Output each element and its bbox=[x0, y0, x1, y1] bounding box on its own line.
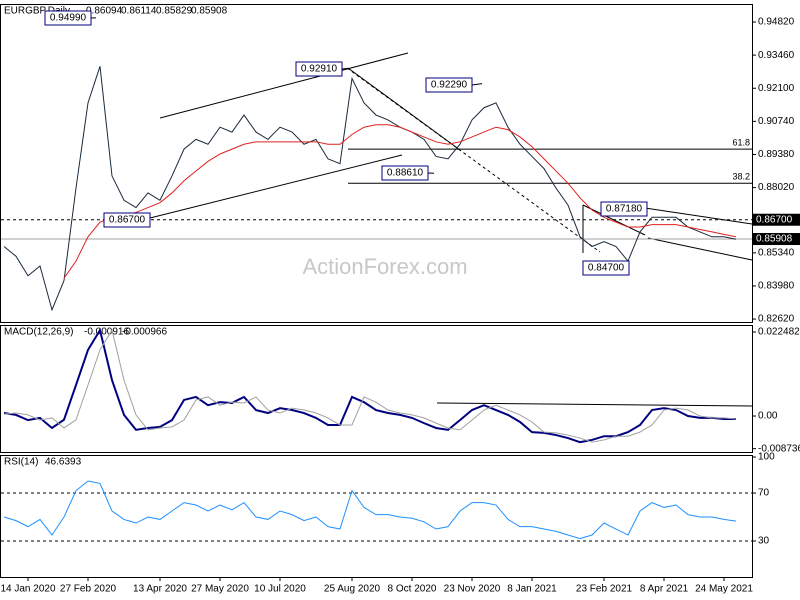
y-tick-label: 0.88020 bbox=[758, 182, 795, 193]
level-label: 0.86700 bbox=[756, 214, 793, 225]
x-tick-label: 10 Jul 2020 bbox=[254, 584, 306, 595]
channel-lower bbox=[149, 154, 403, 219]
x-tick-label: 13 Apr 2020 bbox=[133, 584, 187, 595]
rsi-panel bbox=[0, 455, 753, 578]
y-tick-label: 0.93460 bbox=[758, 50, 795, 61]
annotation-box bbox=[425, 77, 473, 93]
annotation-box bbox=[600, 201, 648, 217]
dashed-trend bbox=[346, 67, 601, 253]
fib-label: 38.2 bbox=[732, 172, 750, 182]
chart-title: EURGBP,Daily bbox=[4, 6, 70, 17]
x-tick-label: 27 May 2020 bbox=[191, 584, 249, 595]
y-tick-label: 100 bbox=[758, 452, 775, 463]
rsi-value: 46.6393 bbox=[45, 457, 82, 468]
series-line bbox=[3, 480, 737, 540]
y-tick-label: 0.92100 bbox=[758, 83, 795, 94]
x-tick-label: 8 Oct 2020 bbox=[388, 584, 437, 595]
quote-high: 0.86114 bbox=[121, 6, 157, 17]
annotation-box bbox=[103, 212, 151, 228]
annotation-label: 0.86700 bbox=[109, 215, 146, 226]
channel-upper bbox=[159, 52, 409, 119]
y-tick-label: 0.83980 bbox=[758, 281, 795, 292]
watermark: ActionForex.com bbox=[302, 254, 467, 279]
x-tick-label: 24 May 2021 bbox=[695, 584, 753, 595]
trend-upper bbox=[347, 67, 461, 151]
annotation-box bbox=[582, 260, 630, 276]
x-tick-label: 8 Apr 2021 bbox=[640, 584, 689, 595]
series-line bbox=[63, 124, 737, 279]
rsi-title: RSI(14) bbox=[4, 457, 38, 468]
annotation-label: 0.84700 bbox=[588, 263, 625, 274]
y-tick-label: 0.94820 bbox=[758, 17, 795, 28]
y-tick-label: -0.008736 bbox=[758, 443, 800, 454]
annotation-label: 0.88610 bbox=[387, 168, 424, 179]
level-label-box bbox=[753, 233, 800, 246]
y-tick-label: 0.00 bbox=[758, 411, 778, 422]
annotation-leader bbox=[471, 83, 483, 86]
annotation-label: 0.87180 bbox=[606, 204, 643, 215]
y-tick-label: 70 bbox=[758, 488, 770, 499]
x-tick-label: 27 Feb 2020 bbox=[60, 584, 117, 595]
y-tick-label: 0.90740 bbox=[758, 116, 795, 127]
wedge-upper bbox=[644, 207, 753, 225]
annotation-box bbox=[295, 61, 343, 77]
macd-signal: -0.000966 bbox=[122, 327, 167, 338]
macd-trendline bbox=[436, 402, 753, 407]
y-tick-label: 0.82620 bbox=[758, 314, 795, 325]
annotation-label: 0.94990 bbox=[50, 13, 87, 24]
quote-low: 0.85829 bbox=[156, 6, 193, 17]
macd-value: -0.000916 bbox=[84, 327, 129, 338]
price-panel bbox=[0, 4, 753, 323]
y-tick-label: 30 bbox=[758, 536, 770, 547]
annotation-label: 0.92290 bbox=[431, 80, 468, 91]
annotation-label: 0.92910 bbox=[301, 64, 338, 75]
level-label-box bbox=[753, 213, 800, 226]
x-tick-label: 25 Aug 2020 bbox=[324, 584, 381, 595]
annotation-box bbox=[381, 165, 429, 181]
macd-title: MACD(12,26,9) bbox=[4, 327, 73, 338]
level-label: 0.85908 bbox=[756, 234, 793, 245]
y-tick-label: 0.89380 bbox=[758, 149, 795, 160]
quote-close: 0.85908 bbox=[191, 6, 228, 17]
series-line bbox=[3, 327, 736, 444]
y-tick-label: 0.85340 bbox=[758, 247, 795, 258]
x-tick-label: 23 Nov 2020 bbox=[444, 584, 501, 595]
macd-panel bbox=[0, 325, 753, 453]
x-tick-label: 8 Jan 2021 bbox=[507, 584, 557, 595]
series-line bbox=[3, 328, 737, 443]
fib-label: 61.8 bbox=[732, 137, 750, 147]
annotation-box bbox=[44, 10, 92, 26]
quote-open: 0.86094 bbox=[86, 6, 123, 17]
x-tick-label: 23 Feb 2021 bbox=[576, 584, 633, 595]
wedge-lower bbox=[647, 237, 753, 261]
series-line bbox=[3, 66, 737, 312]
x-tick-label: 14 Jan 2020 bbox=[0, 584, 55, 595]
y-tick-label: 0.022482 bbox=[758, 327, 800, 338]
